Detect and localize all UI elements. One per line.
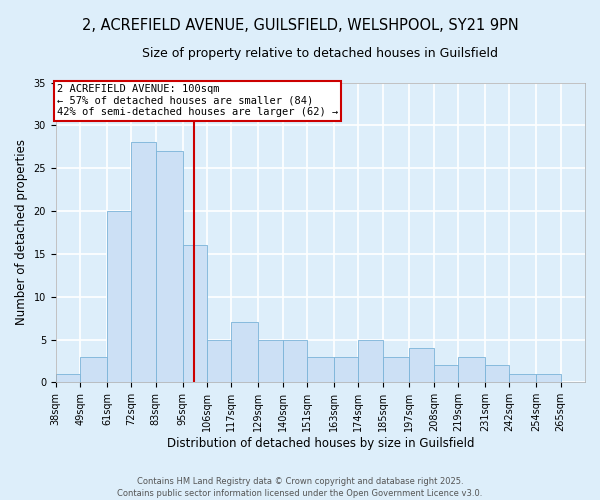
Title: Size of property relative to detached houses in Guilsfield: Size of property relative to detached ho… bbox=[142, 48, 499, 60]
Bar bbox=[80, 356, 107, 382]
Bar bbox=[156, 151, 182, 382]
Bar bbox=[485, 365, 509, 382]
Bar bbox=[131, 142, 156, 382]
Bar bbox=[258, 340, 283, 382]
Bar bbox=[283, 340, 307, 382]
Bar bbox=[409, 348, 434, 382]
Bar bbox=[232, 322, 258, 382]
Bar bbox=[434, 365, 458, 382]
Bar bbox=[334, 356, 358, 382]
Text: 2, ACREFIELD AVENUE, GUILSFIELD, WELSHPOOL, SY21 9PN: 2, ACREFIELD AVENUE, GUILSFIELD, WELSHPO… bbox=[82, 18, 518, 32]
Bar bbox=[383, 356, 409, 382]
Bar bbox=[182, 246, 207, 382]
Bar bbox=[207, 340, 232, 382]
Bar bbox=[107, 211, 131, 382]
Bar bbox=[458, 356, 485, 382]
Bar bbox=[358, 340, 383, 382]
Y-axis label: Number of detached properties: Number of detached properties bbox=[15, 140, 28, 326]
Bar bbox=[509, 374, 536, 382]
X-axis label: Distribution of detached houses by size in Guilsfield: Distribution of detached houses by size … bbox=[167, 437, 474, 450]
Text: Contains HM Land Registry data © Crown copyright and database right 2025.
Contai: Contains HM Land Registry data © Crown c… bbox=[118, 476, 482, 498]
Text: 2 ACREFIELD AVENUE: 100sqm
← 57% of detached houses are smaller (84)
42% of semi: 2 ACREFIELD AVENUE: 100sqm ← 57% of deta… bbox=[57, 84, 338, 117]
Bar bbox=[307, 356, 334, 382]
Bar bbox=[56, 374, 80, 382]
Bar bbox=[536, 374, 560, 382]
